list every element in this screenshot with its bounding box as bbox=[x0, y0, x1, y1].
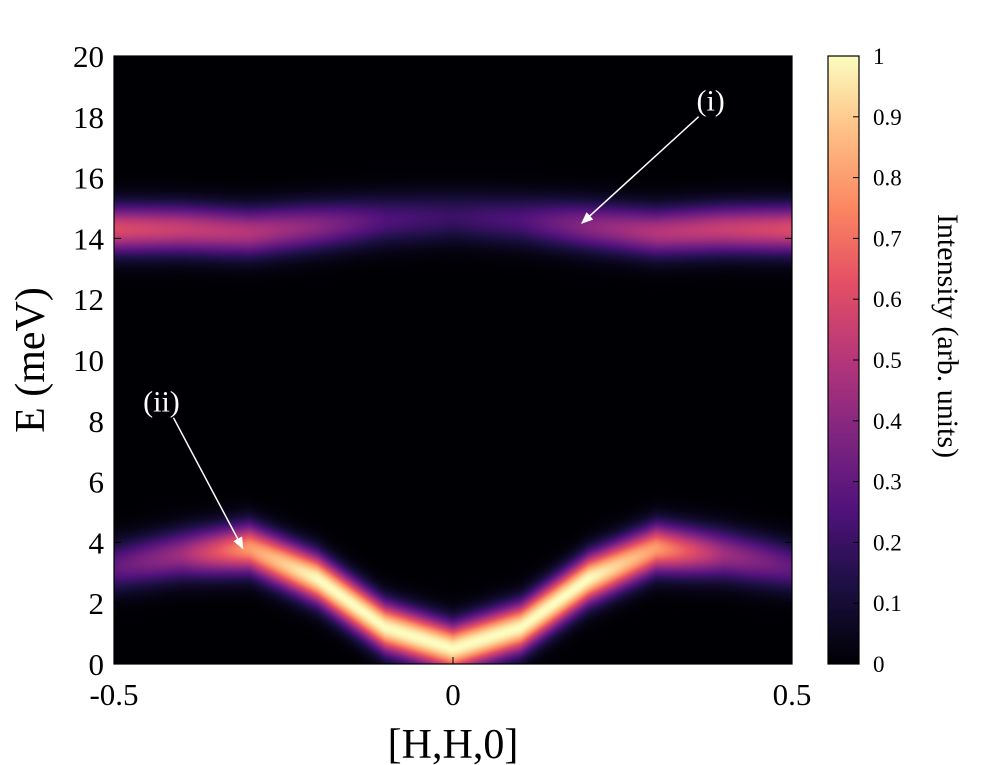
y-tick-label: 4 bbox=[89, 525, 105, 560]
y-tick-label: 10 bbox=[73, 343, 104, 378]
annotation-label: (ii) bbox=[143, 386, 180, 419]
colorbar-tick-label: 1 bbox=[873, 44, 885, 69]
heatmap-plot-area bbox=[114, 56, 792, 664]
colorbar-tick-label: 0.4 bbox=[873, 409, 902, 434]
x-axis: -0.5 0 0.5 bbox=[89, 56, 811, 712]
colorbar-tick-label: 0 bbox=[873, 652, 885, 677]
colorbar-label: Intensity (arb. units) bbox=[931, 214, 964, 458]
y-tick-label: 12 bbox=[73, 282, 104, 317]
annotation-arrow bbox=[581, 116, 700, 224]
y-tick-label: 20 bbox=[73, 39, 104, 74]
colorbar-tick-label: 0.3 bbox=[873, 470, 902, 495]
annotation-label: (i) bbox=[696, 85, 724, 118]
y-axis-label: E (meV) bbox=[8, 287, 54, 433]
x-tick-label: 0.5 bbox=[773, 677, 812, 712]
y-tick-label: 14 bbox=[73, 221, 105, 256]
colorbar-axis: 0 0.1 0.2 0.3 0.4 0.5 0.6 0.7 0.8 0.9 1 bbox=[853, 44, 902, 677]
x-tick-label: -0.5 bbox=[89, 677, 138, 712]
annotations: (i) (ii) bbox=[143, 85, 725, 550]
y-tick-label: 8 bbox=[89, 404, 105, 439]
y-tick-label: 0 bbox=[89, 647, 105, 682]
plot-frame bbox=[113, 55, 793, 665]
y-tick-label: 6 bbox=[89, 465, 105, 500]
colorbar-tick-label: 0.1 bbox=[873, 591, 902, 616]
annotation-arrow bbox=[172, 417, 244, 550]
y-tick-label: 16 bbox=[73, 161, 104, 196]
colorbar-tick-label: 0.8 bbox=[873, 166, 902, 191]
colorbar-tick-label: 0.7 bbox=[873, 226, 902, 251]
x-tick-label: 0 bbox=[445, 677, 461, 712]
colorbar-tick-label: 0.6 bbox=[873, 287, 902, 312]
y-axis: 0 2 4 6 8 10 12 14 16 18 20 bbox=[73, 39, 792, 682]
y-tick-label: 2 bbox=[89, 586, 105, 621]
colorbar-tick-label: 0.5 bbox=[873, 348, 902, 373]
colorbar-tick-label: 0.9 bbox=[873, 105, 902, 130]
colorbar-tick-label: 0.2 bbox=[873, 530, 902, 555]
y-tick-label: 18 bbox=[73, 100, 104, 135]
x-axis-label: [H,H,0] bbox=[388, 722, 519, 765]
